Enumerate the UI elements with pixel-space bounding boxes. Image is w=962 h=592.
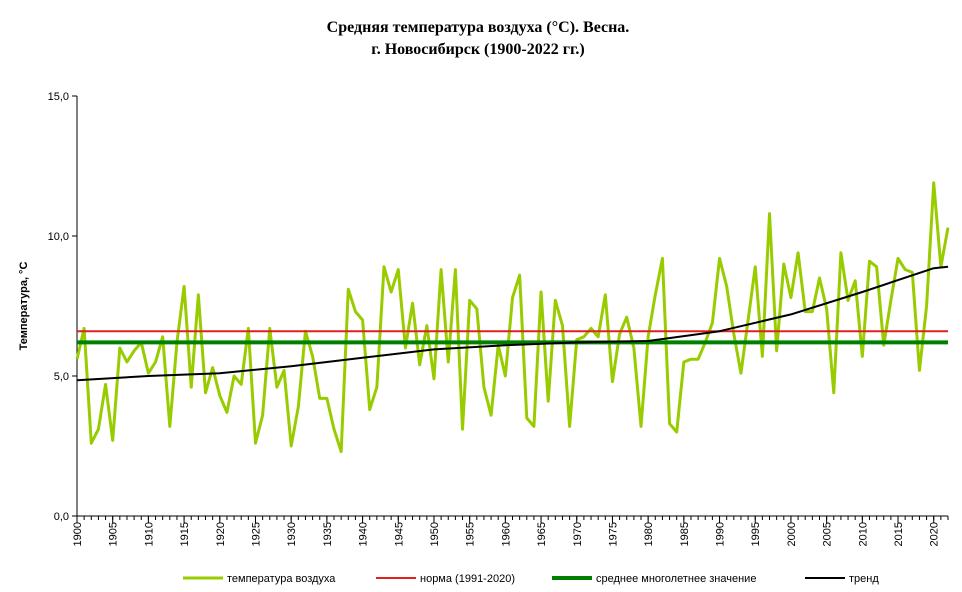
x-tick-label: 1975 [607, 522, 619, 546]
legend-label: норма (1991-2020) [420, 573, 515, 585]
x-tick-label: 1950 [429, 522, 441, 546]
x-tick-label: 1945 [393, 522, 405, 546]
x-tick-label: 1990 [715, 522, 727, 546]
x-tick-label: 1995 [750, 522, 762, 546]
legend-label: температура воздуха [227, 573, 336, 585]
x-tick-label: 1960 [500, 522, 512, 546]
x-tick-label: 1915 [179, 522, 191, 546]
y-tick-label: 5,0 [54, 371, 69, 383]
x-tick-label: 1980 [643, 522, 655, 546]
x-tick-label: 2000 [786, 522, 798, 546]
x-tick-label: 1935 [322, 522, 334, 546]
y-tick-label: 10,0 [48, 231, 69, 243]
x-tick-label: 2010 [857, 522, 869, 546]
x-tick-label: 2015 [893, 522, 905, 546]
series-line [75, 181, 950, 454]
y-tick-label: 15,0 [48, 91, 69, 103]
x-tick-label: 1920 [215, 522, 227, 546]
x-tick-label: 1965 [536, 522, 548, 546]
x-tick-label: 2020 [929, 522, 941, 546]
x-tick-label: 1970 [572, 522, 584, 546]
x-tick-label: 1905 [108, 522, 120, 546]
chart-subtitle: г. Новосибирск (1900-2022 гг.) [371, 41, 585, 58]
chart-title: Средняя температура воздуха (°С). Весна. [327, 19, 630, 36]
x-tick-label: 1940 [358, 522, 370, 546]
x-tick-label: 1955 [465, 522, 477, 546]
x-tick-label: 1930 [286, 522, 298, 546]
x-tick-label: 2005 [822, 522, 834, 546]
x-tick-label: 1910 [143, 522, 155, 546]
x-tick-label: 1985 [679, 522, 691, 546]
y-axis-label: Температура, °С [18, 262, 30, 351]
legend-label: среднее многолетнее значение [596, 573, 756, 585]
x-tick-label: 1925 [250, 522, 262, 546]
legend-label: тренд [849, 573, 879, 585]
series-line [76, 265, 949, 382]
x-tick-label: 1900 [72, 522, 84, 546]
y-tick-label: 0,0 [54, 511, 69, 523]
